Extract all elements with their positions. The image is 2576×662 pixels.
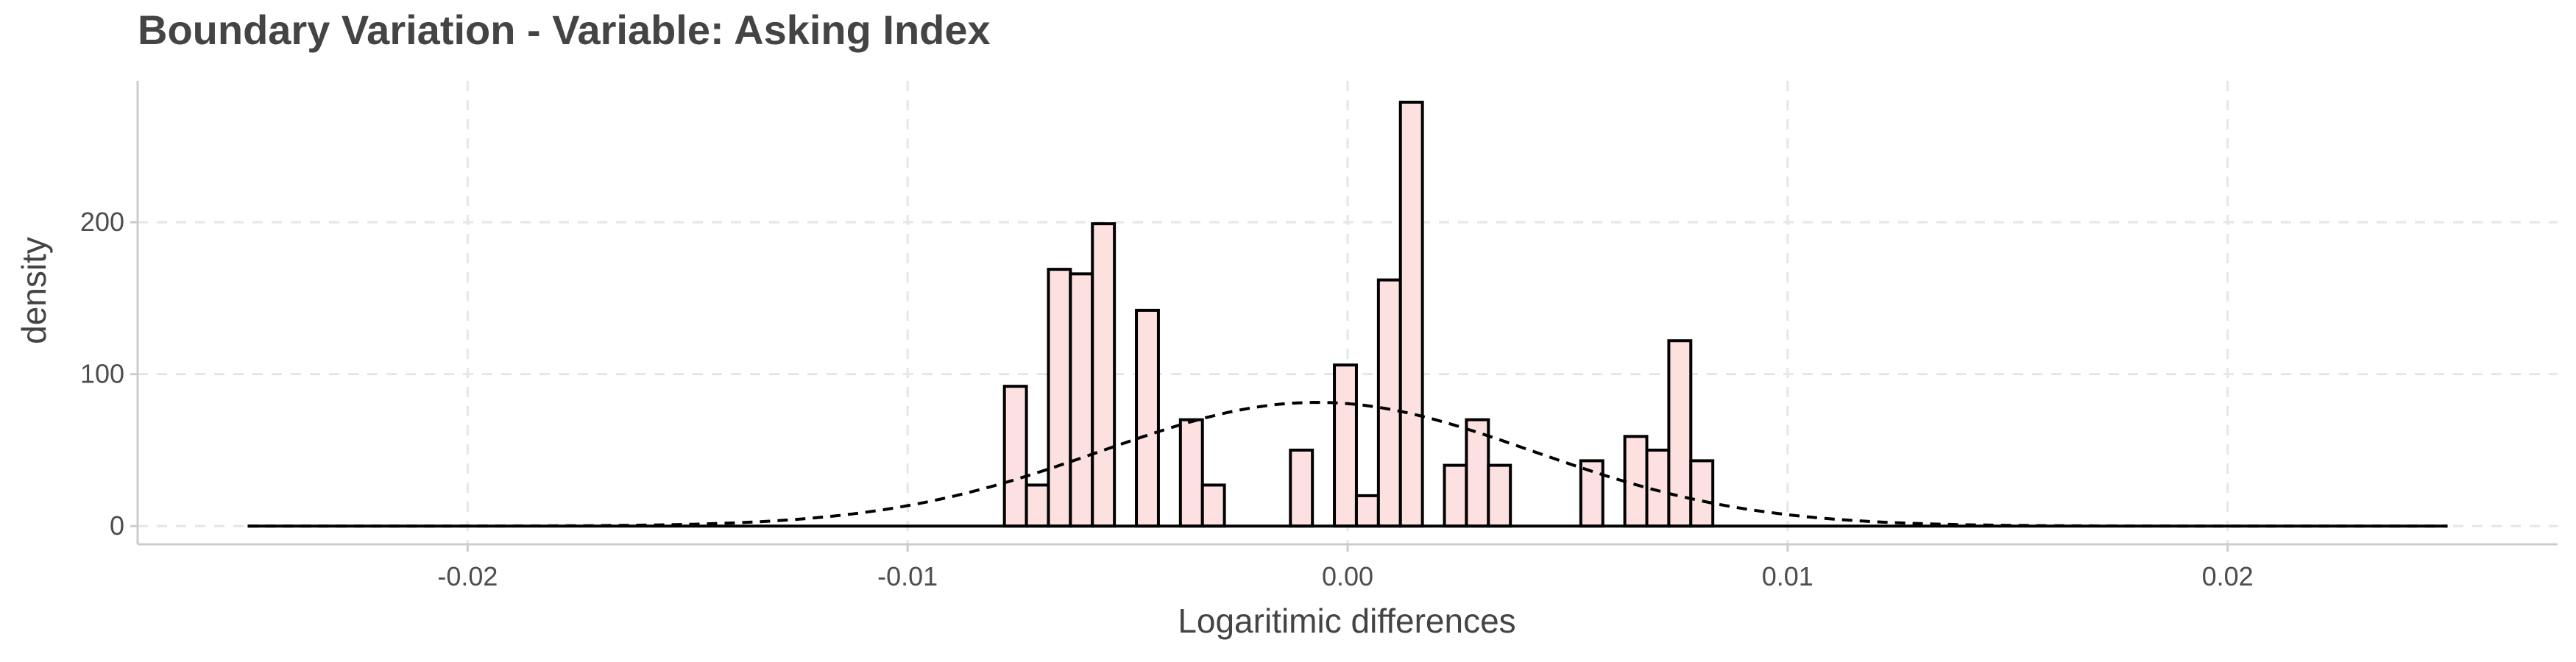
x-tick-label: -0.01 (877, 561, 938, 591)
y-tick-label: 200 (80, 207, 124, 237)
histogram-bar (1200, 483, 1226, 528)
x-axis-title: Logaritimic differences (1178, 602, 1515, 640)
histogram-bar (1376, 278, 1402, 528)
histogram-bar (1178, 418, 1204, 528)
histogram-bar (1443, 463, 1468, 528)
histogram-bar (1333, 363, 1358, 528)
y-axis-title: density (15, 237, 53, 344)
histogram-bar (1047, 268, 1072, 528)
axes (130, 81, 2558, 552)
histogram-bar (1487, 463, 1512, 528)
histogram-bar (1354, 494, 1380, 528)
histogram-bar (1398, 100, 1424, 528)
density-curve (247, 400, 2448, 528)
y-tick-label: 100 (80, 359, 124, 389)
x-tick-label: 0.02 (2202, 561, 2254, 591)
y-tick-label: 0 (110, 510, 124, 541)
density-curve-line (247, 400, 2448, 528)
histogram-bar (1069, 272, 1094, 528)
histogram-bar (1025, 483, 1050, 528)
chart-title: Boundary Variation - Variable: Asking In… (138, 7, 991, 53)
histogram-bars (1002, 100, 1715, 528)
histogram-bar (1289, 448, 1314, 528)
x-tick-label: -0.02 (437, 561, 498, 591)
histogram-bar (1623, 435, 1649, 528)
tick-labels: -0.02 -0.01 0.00 0.01 0.02 0 100 200 (80, 207, 2254, 591)
x-tick-label: 0.01 (1762, 561, 1814, 591)
histogram-bar (1091, 222, 1117, 528)
histogram-bar (1002, 385, 1028, 528)
histogram-bar (1689, 459, 1715, 528)
histogram-bar (1135, 308, 1160, 528)
histogram-bar (1645, 448, 1671, 528)
x-tick-label: 0.00 (1322, 561, 1373, 591)
